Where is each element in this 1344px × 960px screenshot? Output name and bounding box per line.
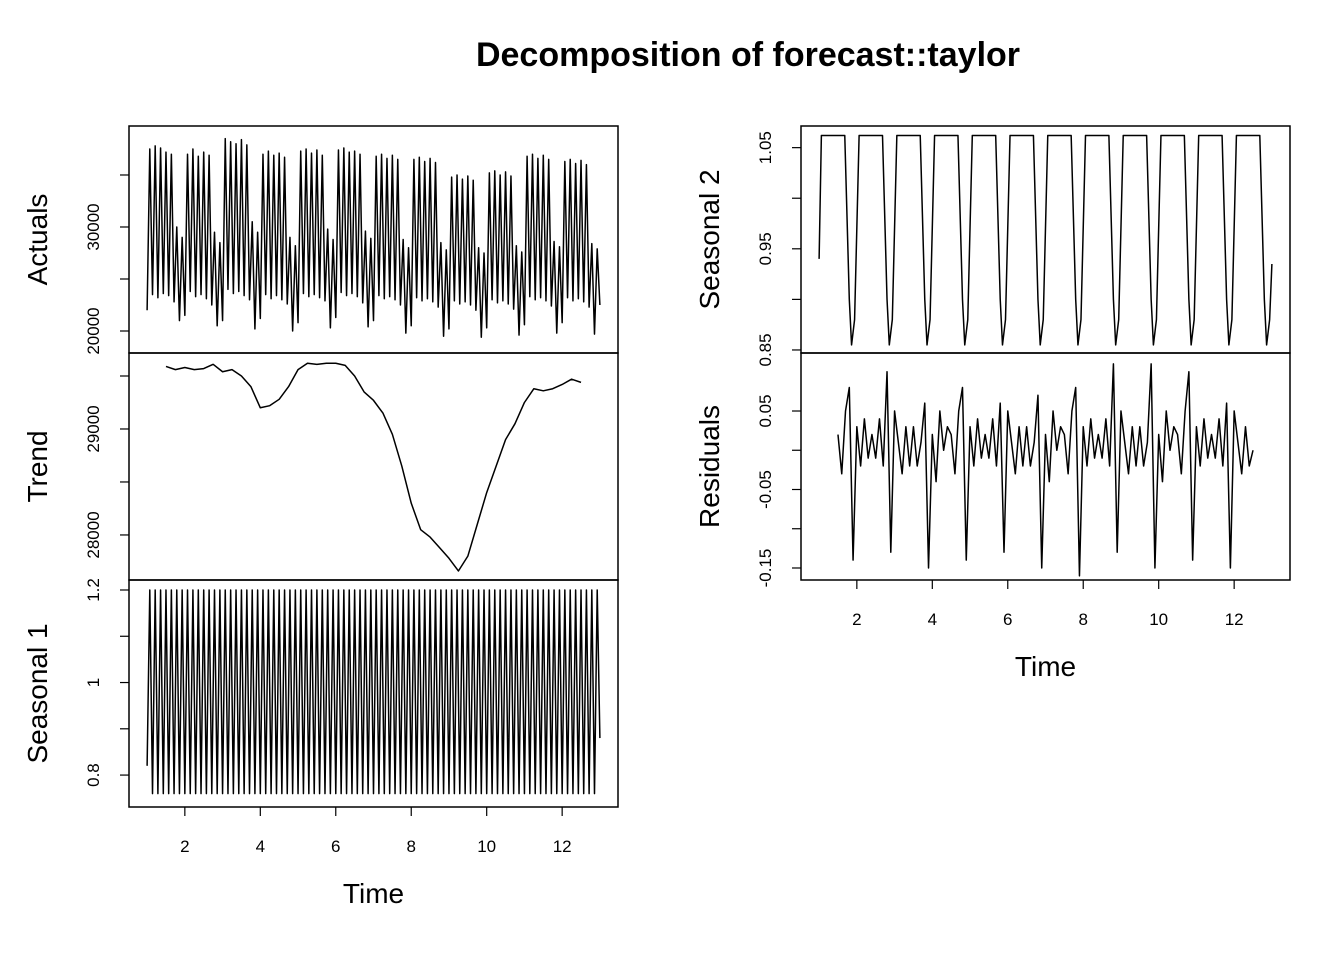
y-tick-label: 29000: [84, 405, 103, 452]
y-tick-label: 1.2: [84, 578, 103, 602]
x-tick-label: 6: [331, 837, 340, 856]
series-line: [146, 589, 601, 795]
x-tick-label: 2: [180, 837, 189, 856]
series-line: [165, 362, 582, 572]
y-tick-label: -0.15: [756, 549, 775, 588]
y-tick-label: 0.8: [84, 763, 103, 787]
y-tick-label: 30000: [84, 203, 103, 250]
x-tick-label: 4: [256, 837, 265, 856]
y-tick-label: 0.95: [756, 232, 775, 265]
x-tick-label: 10: [477, 837, 496, 856]
panel-frame: [128, 352, 619, 581]
series-line: [146, 137, 601, 338]
y-axis-label: Residuals: [694, 405, 725, 528]
x-tick-label: 12: [1225, 610, 1244, 629]
y-axis-label: Seasonal 1: [22, 623, 53, 763]
x-tick-label: 10: [1149, 610, 1168, 629]
panel-frame: [800, 352, 1291, 581]
x-tick-label: 2: [852, 610, 861, 629]
y-tick-label: 1.05: [756, 131, 775, 164]
x-tick-label: 8: [1078, 610, 1087, 629]
x-axis-label: Time: [1015, 651, 1076, 682]
x-tick-label: 12: [553, 837, 572, 856]
x-axis-label: Time: [343, 878, 404, 909]
y-axis-label: Actuals: [22, 194, 53, 286]
y-tick-label: -0.05: [756, 470, 775, 509]
x-tick-label: 8: [406, 837, 415, 856]
series-line: [837, 363, 1254, 577]
y-axis-label: Seasonal 2: [694, 169, 725, 309]
y-tick-label: 28000: [84, 511, 103, 558]
x-tick-label: 6: [1003, 610, 1012, 629]
y-tick-label: 0.05: [756, 394, 775, 427]
y-tick-label: 20000: [84, 307, 103, 354]
figure-title: Decomposition of forecast::taylor: [476, 36, 1020, 74]
panel-frame: [128, 579, 619, 808]
y-axis-label: Trend: [22, 430, 53, 502]
x-tick-label: 4: [928, 610, 937, 629]
y-tick-label: 0.85: [756, 333, 775, 366]
series-line: [818, 134, 1273, 346]
y-tick-label: 1: [84, 678, 103, 687]
